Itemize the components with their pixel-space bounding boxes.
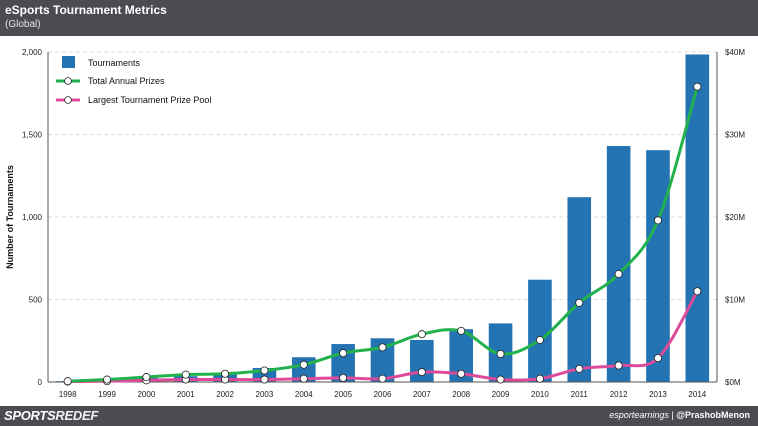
bar — [449, 329, 474, 382]
bar-layer — [55, 54, 710, 382]
chart-header: eSports Tournament Metrics (Global) — [0, 0, 758, 36]
total-annual-prizes-point — [535, 335, 544, 344]
total-annual-prizes-point — [575, 298, 584, 307]
total-annual-prizes-line — [67, 86, 699, 383]
total-annual-prizes-point — [142, 373, 151, 382]
largest-prize-pool-point — [614, 361, 623, 370]
x-tick-label: 2011 — [571, 390, 589, 399]
x-tick-label: 2014 — [688, 390, 706, 399]
y-tick-label: 1,500 — [22, 131, 43, 140]
total-annual-prizes-point — [653, 216, 662, 225]
y2-tick-label: $0M — [725, 378, 741, 387]
largest-prize-pool-point — [417, 368, 426, 377]
total-annual-prizes-point — [417, 330, 426, 339]
total-annual-prizes-point — [299, 360, 308, 369]
y-tick-label: 2,000 — [22, 48, 43, 57]
x-tick-label: 2005 — [334, 390, 352, 399]
x-tick-label: 2004 — [295, 390, 313, 399]
chart-title: eSports Tournament Metrics — [5, 3, 167, 17]
total-annual-prizes-point — [181, 370, 190, 379]
total-annual-prizes-point — [63, 377, 72, 386]
x-tick-label: 2007 — [413, 390, 431, 399]
chart-footer: SPORTSREDEF esportearnings | @PrashobMen… — [0, 406, 758, 426]
largest-prize-pool-point — [457, 369, 466, 378]
x-tick-label: 2009 — [492, 390, 510, 399]
chart-subtitle: (Global) — [5, 19, 41, 30]
brand-part1: SPORTS — [4, 408, 56, 423]
y2-tick-label: $10M — [725, 296, 745, 305]
brand-logo: SPORTSREDEF — [4, 408, 98, 423]
total-annual-prizes-point — [221, 369, 230, 378]
legend: Tournaments Total Annual Prizes Largest To… — [56, 56, 211, 105]
tournament-metrics-chart: 0 500 1,000 1,500 2,000 $0M $10M $20M $30M $40M 19… — [5, 48, 745, 399]
line-layer — [63, 82, 702, 386]
author-handle: @PrashobMenon — [676, 410, 750, 420]
y-tick-label: 0 — [38, 378, 43, 387]
largest-prize-pool-point — [535, 374, 544, 383]
bar — [606, 146, 631, 382]
legend-label-tournaments: Tournaments — [88, 58, 141, 68]
x-tick-label: 2013 — [649, 390, 667, 399]
total-annual-prizes-point — [378, 343, 387, 352]
x-tick-label: 2001 — [177, 390, 195, 399]
source-name: esportearnings — [609, 410, 669, 420]
largest-prize-pool-point — [299, 374, 308, 383]
largest-prize-pool-point — [575, 364, 584, 373]
x-tick-label: 2012 — [610, 390, 628, 399]
total-annual-prizes-point — [614, 269, 623, 278]
x-tick-label: 2000 — [137, 390, 155, 399]
x-tick-label: 1999 — [98, 390, 116, 399]
total-annual-prizes-point — [496, 349, 505, 358]
x-tick-label: 1998 — [59, 390, 77, 399]
y-tick-label: 500 — [29, 296, 43, 305]
x-tick-label: 2008 — [452, 390, 470, 399]
x-tick-label: 2002 — [216, 390, 234, 399]
y2-tick-label: $40M — [725, 48, 745, 57]
source-credit: esportearnings | @PrashobMenon — [609, 410, 750, 420]
bar — [567, 197, 592, 382]
axis-layer: 0 500 1,000 1,500 2,000 $0M $10M $20M $30M $40M 19… — [5, 48, 745, 399]
largest-prize-pool-point — [693, 287, 702, 296]
total-annual-prizes-point — [260, 366, 269, 375]
y-axis-title: Number of Tournaments — [5, 165, 15, 269]
y2-tick-label: $20M — [725, 213, 745, 222]
legend-swatch-tournaments — [62, 56, 75, 68]
y2-tick-label: $30M — [725, 131, 745, 140]
total-annual-prizes-point — [103, 375, 112, 384]
x-tick-label: 2006 — [374, 390, 392, 399]
legend-label-largest-pool: Largest Tournament Prize Pool — [88, 95, 211, 105]
largest-prize-pool-point — [378, 374, 387, 383]
largest-prize-pool-point — [339, 373, 348, 382]
x-tick-label: 2010 — [531, 390, 549, 399]
bar — [528, 279, 552, 382]
x-tick-label: 2003 — [256, 390, 274, 399]
total-annual-prizes-point — [457, 326, 466, 335]
total-annual-prizes-point — [693, 82, 702, 91]
credit-separator: | — [671, 410, 674, 420]
total-annual-prizes-point — [339, 349, 348, 358]
bar — [685, 54, 710, 382]
legend-label-total-prizes: Total Annual Prizes — [88, 76, 165, 86]
largest-prize-pool-point — [260, 375, 269, 384]
legend-marker-total-prizes — [64, 77, 72, 85]
brand-part2: REDEF — [55, 408, 98, 423]
y-tick-label: 1,000 — [22, 213, 43, 222]
largest-prize-pool-point — [653, 354, 662, 363]
legend-marker-largest-pool — [64, 96, 72, 104]
largest-prize-pool-point — [496, 375, 505, 384]
